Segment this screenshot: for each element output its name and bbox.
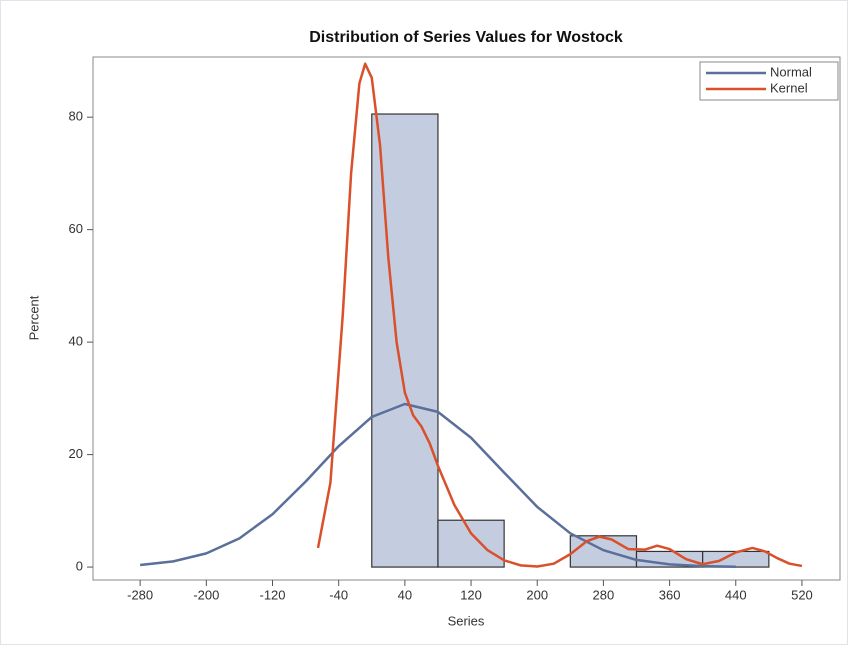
x-tick-label: -200 xyxy=(193,587,219,602)
x-tick-label: 280 xyxy=(593,587,615,602)
x-tick-label: -280 xyxy=(127,587,153,602)
y-tick-label: 40 xyxy=(69,334,83,349)
y-axis-label: Percent xyxy=(26,295,41,340)
y-tick-label: 80 xyxy=(69,109,83,124)
x-axis-label: Series xyxy=(448,613,485,628)
x-tick-label: 360 xyxy=(659,587,681,602)
x-tick-label: 200 xyxy=(526,587,548,602)
legend xyxy=(699,61,839,101)
legend-label: Normal xyxy=(770,64,812,79)
x-tick-label: 520 xyxy=(791,587,813,602)
x-tick-label: -40 xyxy=(329,587,348,602)
x-tick-label: -120 xyxy=(259,587,285,602)
x-tick-label: 120 xyxy=(460,587,482,602)
legend-label: Kernel xyxy=(770,80,808,95)
x-tick-label: 40 xyxy=(398,587,412,602)
density-curve xyxy=(140,402,736,569)
plot-area xyxy=(92,56,841,581)
y-tick-label: 20 xyxy=(69,446,83,461)
bar xyxy=(437,519,505,568)
chart-title: Distribution of Series Values for Wostoc… xyxy=(309,29,623,46)
y-tick-label: 0 xyxy=(76,559,83,574)
y-tick-label: 60 xyxy=(69,221,83,236)
density-curve xyxy=(316,62,803,568)
x-tick-label: 440 xyxy=(725,587,747,602)
